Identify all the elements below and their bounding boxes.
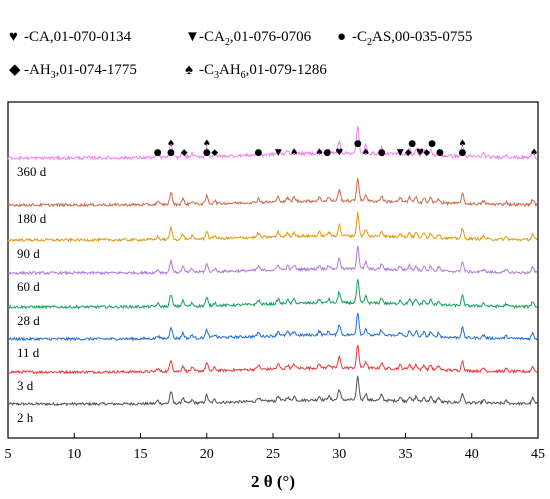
series-label-2h: 2 h — [17, 410, 34, 425]
phase-marker-heart-icon: ♥ — [416, 148, 424, 158]
legend-row-2: ◆ -AH3,01-074-1775 ♠ -C3AH6,01-079-1286 — [9, 62, 327, 81]
phase-marker-circle-icon: ● — [436, 148, 444, 158]
legend-ca2-label: -CA2,01-076-0706 — [199, 29, 312, 48]
legend-c2as-label: -C2AS,00-035-0755 — [352, 29, 472, 48]
legend-c3ah6-label: -C3AH6,01-079-1286 — [199, 62, 327, 81]
phase-marker-circle-icon: ● — [154, 148, 162, 158]
xrd-trace-180d — [7, 177, 538, 208]
xrd-traces — [7, 125, 538, 407]
series-labels: 2 h 3 d 11 d 28 d 60 d 90 d 180 d 360 d — [17, 164, 47, 425]
x-tick-label: 20 — [200, 447, 214, 462]
xrd-trace-90d — [7, 212, 538, 243]
phase-marker-circle-icon: ● — [378, 148, 386, 158]
phase-marker-heart-icon: ♥ — [335, 148, 343, 158]
x-tick-label: 35 — [399, 447, 413, 462]
phase-markers: ● ●♠◆ ●♠◆ ● ▼ ♠ ♠ ● ♥●♠ ● ▼ ◆●♥ ◆●● ●♠♠ — [154, 139, 538, 158]
x-tick-label: 30 — [332, 447, 346, 462]
phase-marker-spade-icon: ♠ — [167, 139, 175, 149]
x-tick-label: 40 — [465, 447, 479, 462]
xrd-trace-360d — [7, 125, 538, 161]
phase-marker-circle-icon: ● — [254, 148, 262, 158]
xrd-trace-28d — [7, 279, 538, 310]
legend-ah3-label: -AH3,01-074-1775 — [24, 62, 137, 81]
series-label-11d: 11 d — [17, 345, 40, 360]
legend-heart-icon: ♥ — [9, 29, 18, 45]
series-label-360d: 360 d — [17, 164, 47, 179]
phase-marker-diamond-icon: ◆ — [405, 148, 412, 158]
series-label-180d: 180 d — [17, 211, 47, 226]
phase-marker-circle-icon: ● — [167, 148, 175, 158]
phase-marker-spade-icon: ♠ — [203, 139, 211, 149]
legend-circle-icon: ● — [337, 29, 346, 45]
legend-diamond-icon: ◆ — [9, 62, 21, 78]
series-label-3d: 3 d — [17, 378, 34, 393]
phase-marker-diamond-icon: ◆ — [211, 148, 218, 158]
x-tick-label: 45 — [531, 447, 545, 462]
phase-marker-spade-icon: ♠ — [530, 148, 538, 158]
phase-marker-circle-icon: ● — [203, 148, 211, 158]
phase-marker-diamond-icon: ◆ — [423, 148, 430, 158]
xrd-trace-60d — [7, 245, 538, 276]
phase-marker-circle-icon: ● — [408, 139, 416, 149]
series-label-28d: 28 d — [17, 313, 40, 328]
legend-row-1: ♥ -CA,01-070-0134 ▼ -CA2,01-076-0706 ● -… — [9, 29, 472, 48]
phase-marker-down-triangle-icon: ▼ — [275, 148, 282, 158]
phase-marker-spade-icon: ♠ — [362, 148, 370, 158]
series-label-90d: 90 d — [17, 246, 40, 261]
phase-marker-down-triangle-icon: ▼ — [397, 148, 404, 158]
legend-ca-label: -CA,01-070-0134 — [24, 29, 132, 45]
x-tick-label: 10 — [67, 447, 81, 462]
phase-marker-spade-icon: ♠ — [315, 148, 323, 158]
phase-marker-circle-icon: ● — [428, 139, 436, 149]
phase-marker-spade-icon: ♠ — [458, 139, 466, 149]
xrd-trace-2h — [7, 375, 538, 407]
xrd-trace-3d — [7, 344, 538, 375]
legend-spade-icon: ♠ — [185, 62, 193, 78]
xrd-trace-11d — [7, 312, 538, 342]
phase-marker-circle-icon: ● — [354, 139, 362, 149]
phase-marker-circle-icon: ● — [323, 148, 331, 158]
phase-marker-diamond-icon: ◆ — [181, 148, 188, 158]
x-tick-label: 15 — [134, 447, 148, 462]
phase-marker-spade-icon: ♠ — [290, 148, 298, 158]
x-axis-title: 2 θ (°) — [251, 472, 295, 491]
x-tick-label: 25 — [266, 447, 280, 462]
x-axis: 5 10 15 20 25 30 35 40 45 — [5, 433, 545, 462]
phase-marker-circle-icon: ● — [459, 148, 467, 158]
series-label-60d: 60 d — [17, 279, 40, 294]
x-tick-label: 5 — [5, 447, 12, 462]
legend-down-triangle-icon: ▼ — [185, 29, 200, 45]
